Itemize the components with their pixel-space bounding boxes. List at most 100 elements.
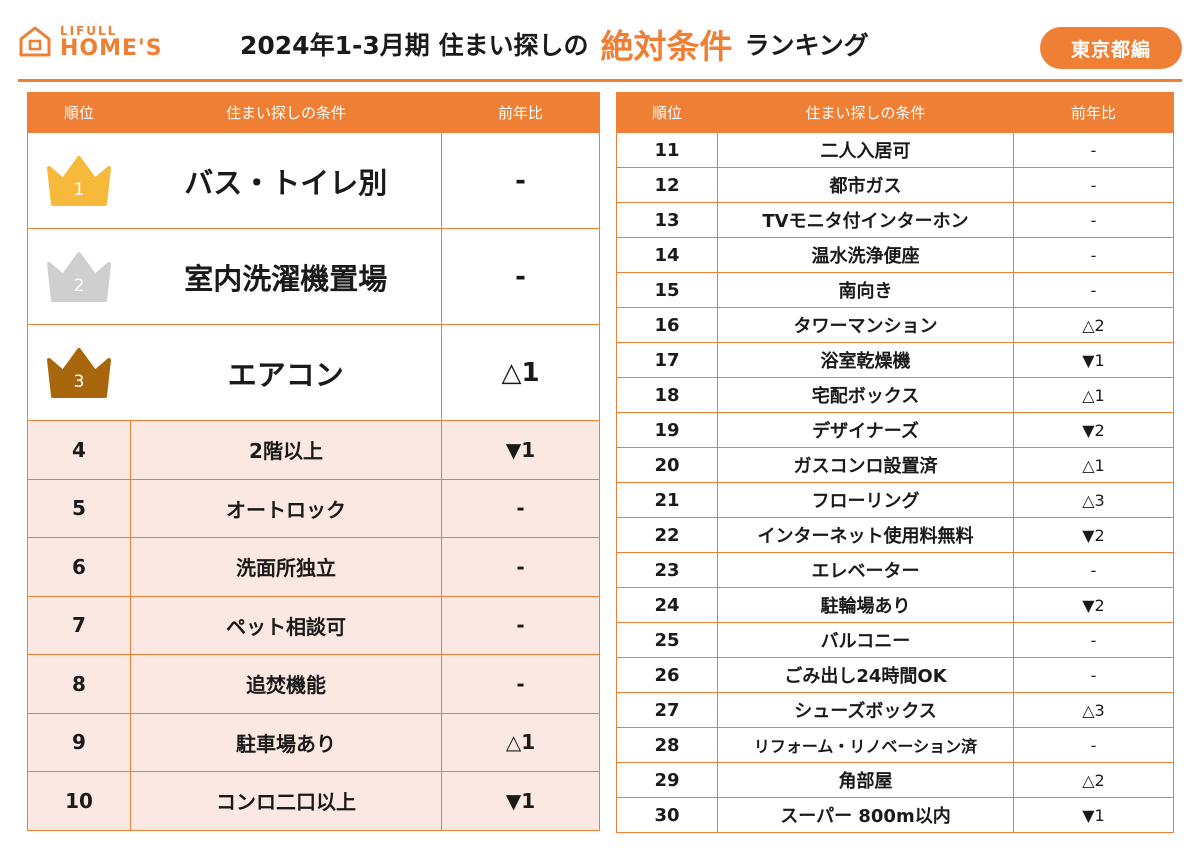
change-cell: - bbox=[441, 132, 600, 229]
table-row: 29 角部屋 △2 bbox=[616, 762, 1174, 798]
change-cell: - bbox=[441, 595, 600, 655]
table-row: 10 コンロ二口以上 ▼1 bbox=[27, 771, 600, 831]
change-cell: ▼2 bbox=[1013, 517, 1174, 553]
rank-cell: 14 bbox=[616, 237, 718, 273]
title-highlight: 絶対条件 bbox=[600, 27, 733, 66]
rank-cell: 12 bbox=[616, 167, 718, 203]
table-row: 19 デザイナーズ ▼2 bbox=[616, 412, 1174, 448]
condition-cell: ガスコンロ設置済 bbox=[717, 447, 1014, 483]
change-cell: △1 bbox=[1013, 377, 1174, 413]
rank-cell: 26 bbox=[616, 657, 718, 693]
table-row: 6 洗面所独立 - bbox=[27, 537, 600, 597]
table-row: 7 ペット相談可 - bbox=[27, 595, 600, 655]
table-row: 23 エレベーター - bbox=[616, 552, 1174, 588]
crown-rank-number: 3 bbox=[74, 372, 85, 392]
column-header-change: 前年比 bbox=[441, 92, 600, 133]
rank-cell: 9 bbox=[27, 712, 131, 772]
change-cell: ▼1 bbox=[441, 420, 600, 480]
condition-cell: 二人入居可 bbox=[717, 132, 1014, 168]
condition-cell: ペット相談可 bbox=[130, 595, 442, 655]
rank-cell: 21 bbox=[616, 482, 718, 518]
column-header-condition: 住まい探しの条件 bbox=[717, 92, 1014, 133]
change-cell: - bbox=[1013, 552, 1174, 588]
condition-cell: シューズボックス bbox=[717, 692, 1014, 728]
page-header: LIFULL HOME'S 2024年1-3月期 住まい探しの 絶対条件 ランキ… bbox=[0, 0, 1200, 84]
crown-rank-number: 1 bbox=[74, 180, 85, 200]
condition-cell: スーパー 800m以内 bbox=[717, 797, 1014, 833]
rank-cell: 27 bbox=[616, 692, 718, 728]
bronze-crown-icon: 3 bbox=[47, 347, 112, 398]
condition-cell: 温水洗浄便座 bbox=[717, 237, 1014, 273]
condition-cell: 室内洗濯機置場 bbox=[130, 228, 442, 325]
change-cell: ▼1 bbox=[1013, 342, 1174, 378]
house-logo-icon bbox=[19, 26, 51, 57]
rank-cell: 22 bbox=[616, 517, 718, 553]
condition-cell: バス・トイレ別 bbox=[130, 132, 442, 229]
table-header-row: 順位 住まい探しの条件 前年比 bbox=[616, 92, 1174, 133]
condition-cell: 浴室乾燥機 bbox=[717, 342, 1014, 378]
column-header-condition: 住まい探しの条件 bbox=[130, 92, 442, 133]
page-title: 2024年1-3月期 住まい探しの 絶対条件 ランキング bbox=[240, 22, 869, 66]
rank-cell: 13 bbox=[616, 202, 718, 238]
table-row: 18 宅配ボックス △1 bbox=[616, 377, 1174, 413]
change-cell: ▼1 bbox=[441, 771, 600, 831]
table-row: 21 フローリング △3 bbox=[616, 482, 1174, 518]
condition-cell: タワーマンション bbox=[717, 307, 1014, 343]
rank-cell: 5 bbox=[27, 478, 131, 538]
table-row: 28 リフォーム・リノベーション済 - bbox=[616, 727, 1174, 763]
change-cell: - bbox=[441, 478, 600, 538]
table-row: 4 2階以上 ▼1 bbox=[27, 420, 600, 480]
change-cell: ▼2 bbox=[1013, 587, 1174, 623]
rank-cell: 15 bbox=[616, 272, 718, 308]
rank-cell: 4 bbox=[27, 420, 131, 480]
condition-cell: 駐輪場あり bbox=[717, 587, 1014, 623]
change-cell: - bbox=[1013, 167, 1174, 203]
condition-cell: 宅配ボックス bbox=[717, 377, 1014, 413]
condition-cell: リフォーム・リノベーション済 bbox=[717, 727, 1014, 763]
table-row-rank-2: 2 室内洗濯機置場 - bbox=[27, 228, 600, 325]
change-cell: - bbox=[1013, 237, 1174, 273]
ranking-table-1-10: 順位 住まい探しの条件 前年比 1 バス・トイレ別 - 2 室内洗濯機置場 bbox=[27, 92, 600, 831]
condition-cell: 2階以上 bbox=[130, 420, 442, 480]
table-row: 26 ごみ出し24時間OK - bbox=[616, 657, 1174, 693]
change-cell: - bbox=[1013, 622, 1174, 658]
table-row-rank-3: 3 エアコン △1 bbox=[27, 324, 600, 421]
change-cell: △1 bbox=[441, 324, 600, 421]
condition-cell: 洗面所独立 bbox=[130, 537, 442, 597]
change-cell: △3 bbox=[1013, 482, 1174, 518]
change-cell: ▼2 bbox=[1013, 412, 1174, 448]
change-cell: - bbox=[441, 537, 600, 597]
rank-cell: 7 bbox=[27, 595, 131, 655]
table-row: 13 TVモニタ付インターホン - bbox=[616, 202, 1174, 238]
table-row: 20 ガスコンロ設置済 △1 bbox=[616, 447, 1174, 483]
rank-cell: 11 bbox=[616, 132, 718, 168]
condition-cell: コンロ二口以上 bbox=[130, 771, 442, 831]
condition-cell: バルコニー bbox=[717, 622, 1014, 658]
rank-cell: 30 bbox=[616, 797, 718, 833]
rank-cell: 10 bbox=[27, 771, 131, 831]
table-row: 25 バルコニー - bbox=[616, 622, 1174, 658]
condition-cell: ごみ出し24時間OK bbox=[717, 657, 1014, 693]
title-part-1: 2024年1-3月期 住まい探しの bbox=[240, 31, 589, 60]
brand-logo: LIFULL HOME'S bbox=[18, 22, 178, 64]
change-cell: - bbox=[1013, 272, 1174, 308]
column-header-change: 前年比 bbox=[1013, 92, 1174, 133]
rank-cell: 23 bbox=[616, 552, 718, 588]
rank-cell: 20 bbox=[616, 447, 718, 483]
rank-cell: 24 bbox=[616, 587, 718, 623]
change-cell: △1 bbox=[1013, 447, 1174, 483]
rank-cell: 2 bbox=[27, 228, 131, 325]
crown-rank-number: 2 bbox=[74, 276, 85, 296]
condition-cell: エレベーター bbox=[717, 552, 1014, 588]
silver-crown-icon: 2 bbox=[47, 251, 112, 302]
table-row: 22 インターネット使用料無料 ▼2 bbox=[616, 517, 1174, 553]
rank-cell: 18 bbox=[616, 377, 718, 413]
condition-cell: インターネット使用料無料 bbox=[717, 517, 1014, 553]
column-header-rank: 順位 bbox=[27, 92, 131, 133]
table-row: 8 追焚機能 - bbox=[27, 654, 600, 714]
change-cell: △1 bbox=[441, 712, 600, 772]
table-row: 12 都市ガス - bbox=[616, 167, 1174, 203]
title-part-3: ランキング bbox=[744, 31, 869, 60]
rank-cell: 1 bbox=[27, 132, 131, 229]
condition-cell: オートロック bbox=[130, 478, 442, 538]
